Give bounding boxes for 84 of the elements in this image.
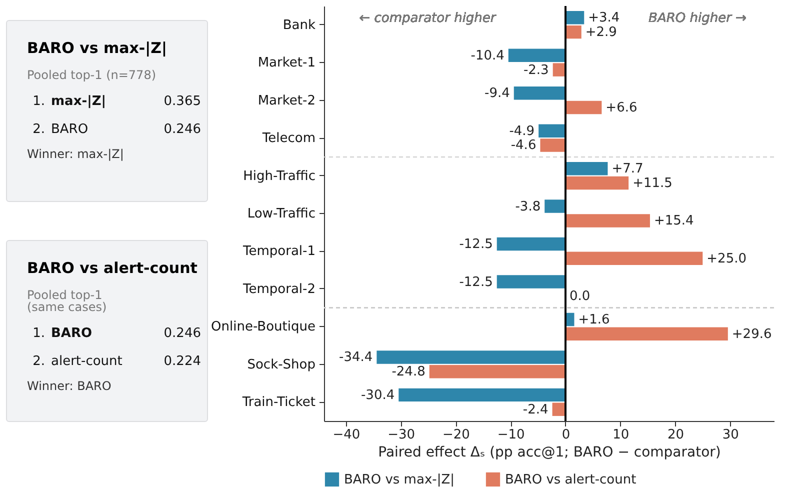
- data-label: +1.6: [578, 312, 610, 328]
- text: 1.: [32, 326, 45, 341]
- y-tick-label: Telecom: [261, 131, 316, 146]
- bar: [552, 402, 566, 416]
- text: Winner: max-|Z|: [27, 147, 125, 161]
- y-tick-label: Market-1: [258, 56, 316, 71]
- data-label: -34.4: [339, 350, 373, 366]
- bar: [565, 11, 584, 24]
- text: Pooled top-1 (n=778): [27, 68, 158, 82]
- data-label: +15.4: [654, 214, 694, 229]
- x-tick-label: −30: [388, 428, 416, 442]
- text: 2.: [32, 122, 45, 137]
- x-tick-label: −20: [442, 428, 470, 442]
- data-label: -2.4: [522, 402, 548, 418]
- bar: [565, 327, 728, 341]
- text: BARO vs alert-count: [27, 259, 198, 277]
- data-label: -2.3: [523, 62, 549, 78]
- data-label: +11.5: [632, 176, 672, 191]
- text: 0.246: [162, 122, 201, 137]
- annotation: BARO higher →: [648, 11, 747, 26]
- bar: [376, 350, 566, 364]
- bar: [565, 214, 650, 228]
- data-label: -30.4: [360, 388, 395, 403]
- text: 1.: [32, 94, 45, 109]
- x-tick-label: 20: [667, 428, 684, 442]
- data-label: -3.8: [515, 199, 541, 214]
- y-tick-label: High-Traffic: [243, 168, 316, 184]
- text: alert-count: [51, 354, 124, 369]
- data-label: +7.7: [612, 162, 644, 177]
- x-tick-label: 30: [722, 428, 739, 442]
- bar: [429, 364, 566, 378]
- data-label: -12.5: [459, 274, 493, 290]
- bar: [552, 63, 566, 76]
- legend-label: BARO vs alert-count: [505, 472, 636, 488]
- text: max-|Z|: [51, 94, 108, 109]
- bar: [398, 388, 566, 402]
- x-tick-label: 0: [562, 428, 570, 442]
- bar: [538, 124, 566, 138]
- text: 2.: [32, 354, 45, 369]
- bar: [514, 86, 566, 100]
- bar: [496, 237, 566, 251]
- bar: [565, 162, 608, 176]
- y-tick-label: Bank: [282, 18, 316, 33]
- data-label: -4.6: [510, 138, 536, 154]
- bar: [565, 100, 602, 114]
- bar: [565, 252, 703, 266]
- text: 0.246: [162, 326, 201, 341]
- annotation: ← comparator higher: [359, 11, 498, 26]
- data-label: -4.9: [509, 124, 535, 139]
- x-axis-title: Paired effect Δₛ (pp acc@1; BARO − comparator): [378, 444, 721, 460]
- y-tick-label: Temporal-1: [242, 244, 316, 260]
- bar: [565, 25, 582, 39]
- text: Pooled top-1 (same cases): [27, 288, 108, 314]
- bar: [508, 48, 566, 62]
- text: BARO vs max-|Z|: [27, 39, 168, 57]
- legend-label: BARO vs max-|Z|: [344, 472, 454, 488]
- data-label: -24.8: [392, 364, 426, 380]
- x-tick-label: −10: [497, 428, 525, 442]
- data-label: -10.4: [470, 48, 504, 64]
- x-tick-label: 10: [612, 428, 630, 442]
- data-label: 0.0: [569, 289, 590, 304]
- text: 0.224: [162, 354, 201, 369]
- data-label: -12.5: [459, 237, 493, 252]
- y-tick-label: Sock-Shop: [247, 357, 316, 372]
- y-tick-label: Market-2: [258, 93, 316, 108]
- y-tick-label: Online-Boutique: [211, 320, 316, 335]
- data-label: +29.6: [732, 326, 772, 342]
- text: 0.365: [162, 94, 201, 109]
- bar: [540, 138, 566, 152]
- text: Winner: BARO: [27, 379, 112, 393]
- data-label: +25.0: [706, 251, 746, 266]
- text: BARO: [51, 326, 94, 341]
- y-tick-label: Temporal-2: [242, 282, 316, 297]
- bar: [544, 200, 566, 213]
- bar: [565, 176, 629, 190]
- y-tick-label: Low-Traffic: [247, 206, 316, 222]
- data-label: -9.4: [484, 86, 510, 102]
- text: BARO: [51, 122, 90, 137]
- bar: [496, 275, 566, 288]
- x-tick-label: −40: [332, 428, 360, 442]
- data-label: +2.9: [585, 25, 617, 40]
- data-label: +6.6: [606, 100, 638, 116]
- y-tick-label: Train-Ticket: [241, 395, 316, 410]
- data-label: +3.4: [588, 10, 620, 26]
